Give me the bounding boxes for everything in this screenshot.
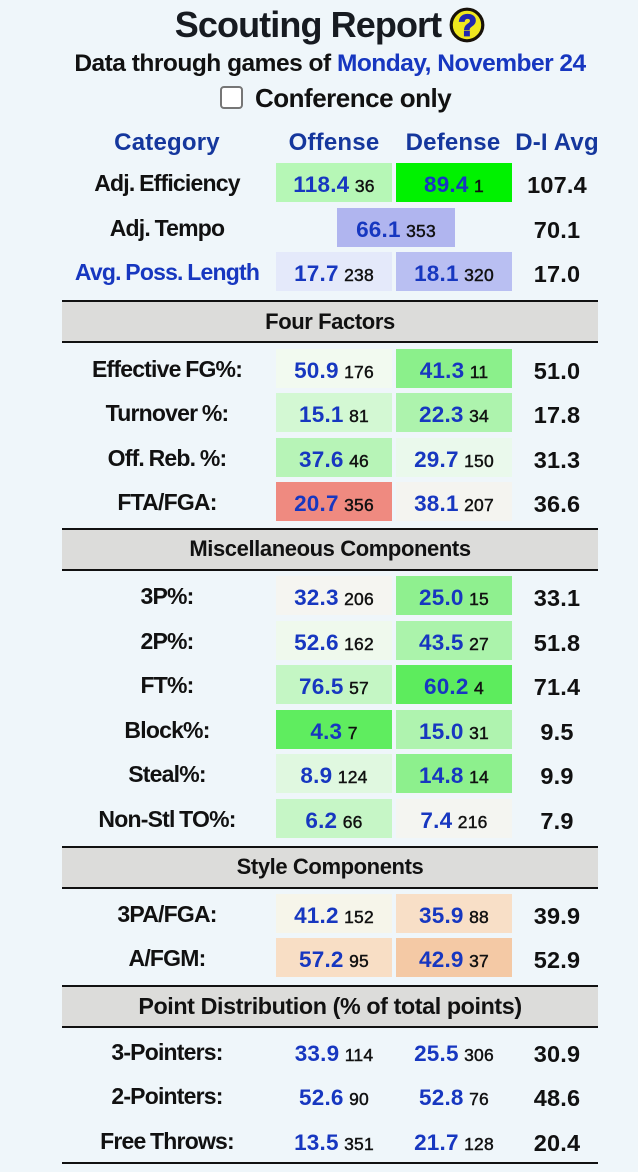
svg-text:?: ? xyxy=(459,10,477,43)
